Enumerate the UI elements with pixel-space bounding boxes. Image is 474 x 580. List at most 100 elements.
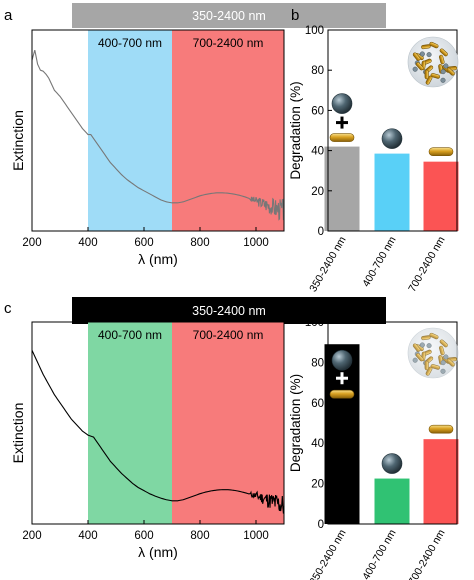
y-tick-label: 60 [311,398,324,410]
y-tick-label: 20 [311,479,324,491]
small-rod [412,343,421,352]
region-label: 400-700 nm [98,328,162,342]
composite-particle-icon [407,36,459,88]
small-rod [429,332,439,340]
small-rod [438,54,445,65]
plot-frame [327,321,458,525]
small-rod [421,44,431,50]
x-tick-label: 600 [134,237,153,249]
small-sphere [440,69,446,75]
panel-label: b [291,7,299,24]
y-tick-label: 20 [311,186,324,198]
extinction-curve [31,350,285,514]
small-rod [424,360,429,371]
highlight-region [88,30,172,231]
small-rod [429,41,439,49]
plot-frame [327,29,458,232]
highlight-region [172,322,284,524]
x-tick-label: 600 [134,530,153,542]
panel-label: d [291,300,299,317]
rod-icon [329,133,355,142]
y-tick-label: 0 [318,226,324,238]
bar [324,146,360,231]
small-rod [439,48,448,57]
small-rod [421,335,431,341]
plot-frame [31,29,285,232]
small-rod [415,353,424,362]
region-label: 400-700 nm [98,36,162,50]
panel-d: 350-2400 nm 400-700 nm 700-2400 nm 0 20 40 60 8… [288,300,459,580]
small-rod [430,73,440,79]
region-label: 700-2400 nm [193,328,264,342]
x-tick-label: 200 [22,530,41,542]
sphere-icon [331,93,353,114]
highlight-region [172,30,284,231]
small-rod [430,364,440,370]
range-banner-label: 350-2400 nm [192,9,266,23]
small-sphere [440,360,446,366]
region-label: 700-2400 nm [193,36,264,50]
plus-icon-v [340,116,344,129]
y-tick-label: 40 [311,146,324,158]
small-sphere [443,354,449,360]
x-tick-label: 400-700 nm [360,527,399,580]
y-tick-label: 80 [311,357,324,369]
x-tick-label: 400-700 nm [360,234,399,289]
small-sphere [440,77,446,83]
y-axis-label: Degradation (%) [288,374,303,472]
sphere-icon [381,453,403,474]
shell-sphere [407,327,459,379]
sphere-icon [331,349,353,371]
extinction-curve [31,49,285,221]
x-tick-label: 200 [22,237,41,249]
small-rod [438,345,445,356]
composite-particle-icon [407,327,459,379]
small-sphere [419,342,425,348]
panel-label: a [4,7,13,24]
x-tick-label: 800 [190,237,209,249]
x-tick-label: 350-2400 nm [307,234,348,294]
small-sphere [412,357,418,363]
highlight-region [88,322,172,524]
sphere-icon [381,128,403,149]
small-rod [412,52,421,61]
x-axis-label: λ (nm) [138,251,178,267]
y-axis-label: Extinction [10,110,26,171]
range-banner [72,3,386,28]
x-tick-label: 700-2400 nm [406,527,447,580]
small-sphere [426,52,432,58]
x-tick-label: 800 [190,530,209,542]
x-tick-label: 700-2400 nm [406,234,447,294]
plus-icon-v [340,372,344,385]
y-tick-label: 100 [305,25,324,37]
bar [324,344,360,524]
small-sphere [440,368,446,374]
small-sphere [443,63,449,69]
range-banner [72,297,386,324]
rod-icon [428,424,454,434]
y-tick-label: 60 [311,105,324,117]
small-sphere [419,51,425,57]
small-rod [446,67,455,76]
x-tick-label: 400 [78,237,97,249]
y-tick-label: 0 [318,519,324,531]
y-tick-label: 40 [311,438,324,450]
x-tick-label: 350-2400 nm [307,527,348,580]
x-tick-label: 1000 [243,530,269,542]
small-sphere [412,66,418,72]
plus-icon [336,372,348,385]
y-axis-label: Degradation (%) [288,81,303,179]
rod-icon [428,147,454,156]
bar [423,439,459,524]
x-axis-label: λ (nm) [138,544,178,560]
bar [423,161,459,231]
small-sphere [426,343,432,349]
shell-sphere [407,36,459,88]
x-tick-label: 400 [78,530,97,542]
y-axis-label: Extinction [10,403,26,464]
panel-label: c [4,300,12,317]
small-rod [446,358,455,367]
